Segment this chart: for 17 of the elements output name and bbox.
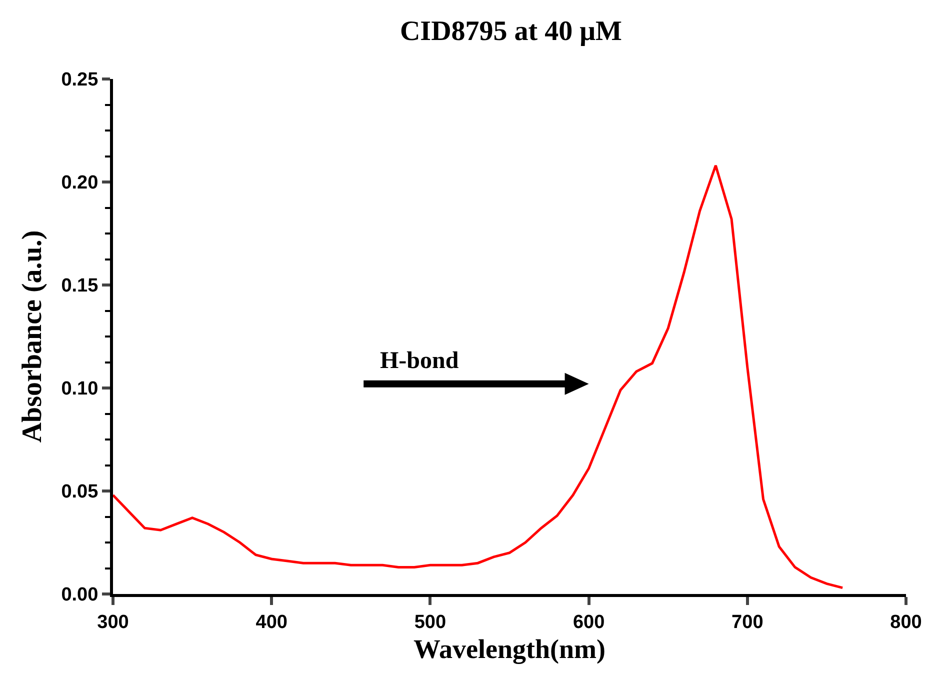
- y-tick-label: 0.05: [61, 482, 99, 503]
- x-tick-label: 400: [256, 612, 288, 633]
- x-tick-label: 500: [414, 612, 446, 633]
- y-tick-label: 0.10: [61, 378, 98, 400]
- y-tick-label: 0.25: [61, 70, 99, 91]
- x-tick-label: 800: [890, 612, 922, 633]
- x-tick-label: 600: [572, 612, 605, 633]
- x-tick-label: 300: [97, 612, 129, 633]
- x-axis-title: Wavelength(nm): [414, 634, 606, 664]
- y-tick-label: 0.20: [61, 172, 98, 194]
- line-series: [113, 164, 844, 590]
- chart-title: CID8795 at 40 μM: [400, 16, 622, 47]
- y-tick-label: 0.15: [61, 276, 99, 297]
- y-tick-label: 0.00: [61, 584, 98, 606]
- y-axis-title: Absorbance (a.u.): [16, 230, 48, 443]
- annotation: H-bond: [380, 348, 460, 374]
- x-tick-label: 700: [732, 612, 764, 633]
